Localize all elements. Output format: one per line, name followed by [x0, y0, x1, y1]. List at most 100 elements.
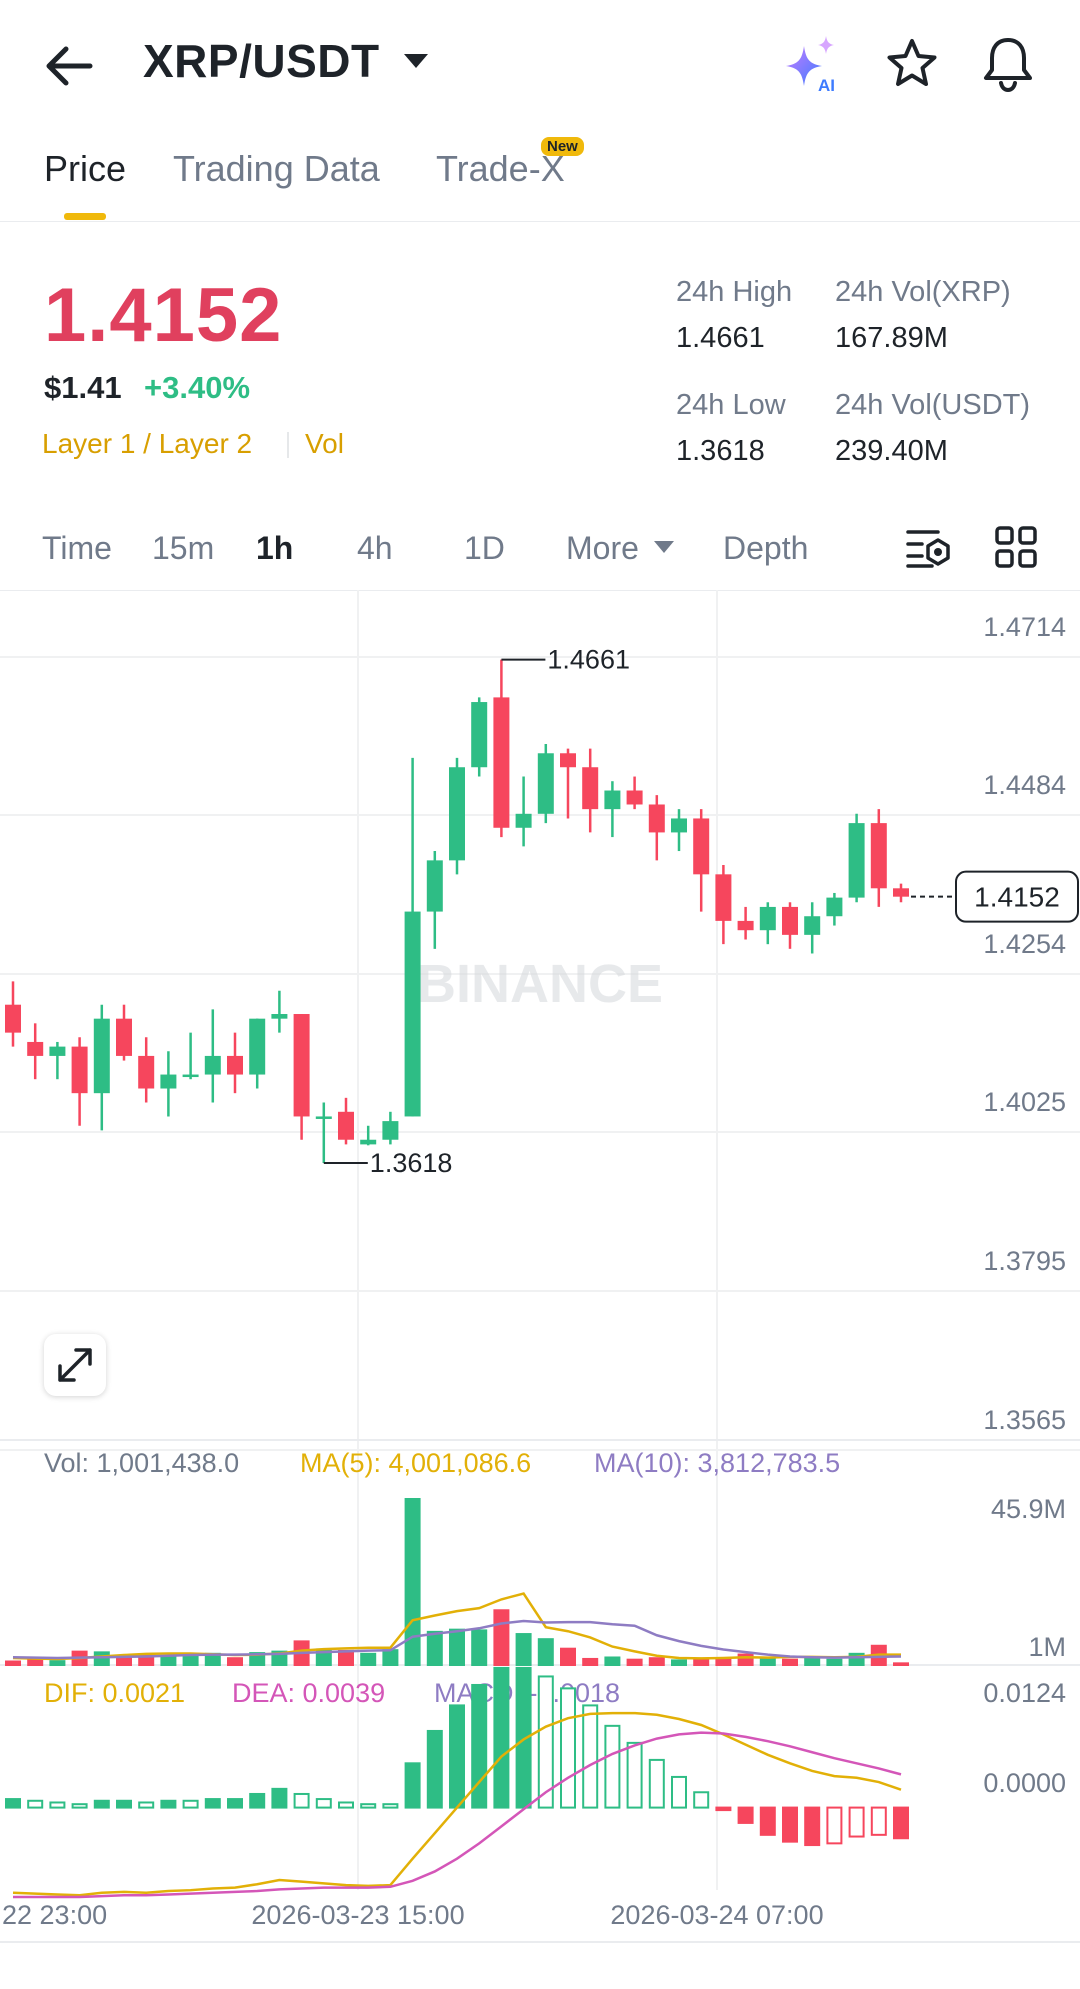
- vol-axis-max: 45.9M: [991, 1494, 1066, 1524]
- macd-dif-line: [12, 1711, 902, 1897]
- last-price-tag: [955, 870, 1079, 923]
- tab-trading-data[interactable]: Trading Data: [173, 148, 380, 189]
- fullscreen-expand-button[interactable]: [44, 1334, 106, 1396]
- macd-histogram-bar: [227, 1798, 243, 1809]
- volume-bar: [893, 1662, 909, 1666]
- macd-histogram-bar: [537, 1675, 554, 1809]
- tab-price[interactable]: Price: [44, 148, 127, 189]
- candle-body: [49, 1046, 66, 1056]
- grid-layout-icon[interactable]: [994, 525, 1038, 569]
- macd-dif-legend: DIF: 0.0021: [44, 1678, 185, 1708]
- candle-body: [893, 888, 909, 897]
- volume-bar: [338, 1649, 354, 1666]
- candle-body: [449, 767, 465, 861]
- category-tag[interactable]: Layer 1 / Layer 2: [42, 428, 253, 459]
- macd-histogram-bar: [759, 1806, 776, 1836]
- candle-body: [27, 1041, 44, 1056]
- candle-body: [715, 874, 732, 921]
- volume-bar: [782, 1658, 798, 1666]
- macd-histogram-bar: [626, 1741, 643, 1809]
- interval-4h[interactable]: 4h: [357, 530, 393, 566]
- candle-body: [182, 1074, 199, 1078]
- interval-1h[interactable]: 1h: [256, 530, 294, 566]
- more-caret-icon[interactable]: [654, 541, 674, 553]
- macd-histogram-bar: [71, 1803, 88, 1809]
- vol-xrp-value: 167.89M: [835, 322, 948, 354]
- volume-bar: [671, 1659, 687, 1666]
- vol-tag[interactable]: Vol: [305, 428, 344, 459]
- macd-histogram-bar: [515, 1666, 532, 1809]
- ai-sparkle-icon[interactable]: AI: [782, 34, 846, 94]
- indicator-settings-icon[interactable]: [904, 524, 954, 570]
- volume-bar: [737, 1653, 754, 1666]
- candle-body: [426, 860, 443, 912]
- candle-body: [826, 897, 843, 917]
- vol-ma10-line: [12, 1619, 902, 1660]
- star-icon[interactable]: [884, 36, 940, 92]
- tab-trade-x[interactable]: Trade-X: [436, 148, 565, 189]
- tag-separator: [287, 432, 289, 458]
- candle-body: [160, 1074, 177, 1089]
- candle-body: [759, 906, 776, 931]
- candle-body: [804, 916, 821, 935]
- volume-bar: [204, 1652, 221, 1666]
- macd-histogram-bar: [5, 1798, 21, 1809]
- macd-axis-max: 0.0124: [983, 1678, 1066, 1708]
- chevron-down-icon[interactable]: [404, 54, 428, 68]
- candle-body: [782, 906, 798, 935]
- time-axis-label: 22 23:00: [2, 1900, 107, 1930]
- candle-body: [227, 1055, 243, 1075]
- volume-bar: [848, 1652, 865, 1666]
- volume-bar: [116, 1655, 132, 1666]
- candle-body: [537, 753, 554, 814]
- candle-body: [382, 1121, 399, 1140]
- volume-bar: [471, 1629, 488, 1666]
- high-label: 24h High: [676, 276, 793, 308]
- macd-histogram-bar: [160, 1799, 177, 1809]
- macd-histogram-bar: [338, 1801, 354, 1809]
- expand-icon: [58, 1348, 92, 1382]
- volume-bar: [715, 1657, 732, 1666]
- time-axis-label: 2026-03-24 07:00: [610, 1900, 823, 1930]
- volume-bar: [426, 1630, 443, 1666]
- low-marker-label: 1.3618: [370, 1148, 453, 1178]
- interval-1d[interactable]: 1D: [464, 530, 505, 566]
- volume-bar: [382, 1649, 399, 1666]
- volume-bar: [648, 1657, 665, 1666]
- macd-histogram-bar: [116, 1799, 132, 1809]
- active-tab-indicator: [64, 213, 106, 220]
- vol-ma5-legend: MA(5): 4,001,086.6: [300, 1448, 531, 1478]
- interval-depth[interactable]: Depth: [723, 530, 809, 566]
- macd-axis-zero: 0.0000: [983, 1768, 1066, 1798]
- candle-body: [582, 767, 599, 810]
- price-chart[interactable]: BINANCE 1.4661 1.3618 1.4152 1.4714 1.4484 1…: [0, 590, 1080, 1989]
- candle-body: [693, 818, 710, 875]
- macd-histogram-bar: [826, 1806, 843, 1845]
- macd-histogram-bar: [582, 1704, 599, 1809]
- macd-histogram-bar: [893, 1806, 909, 1840]
- candle-body: [671, 818, 687, 833]
- price-axis-label: 1.3795: [983, 1246, 1066, 1276]
- candle-body: [604, 790, 621, 810]
- volume-bar: [515, 1633, 532, 1666]
- volume-bar: [537, 1638, 554, 1666]
- high-marker-label: 1.4661: [547, 645, 630, 675]
- candle-body: [93, 1018, 110, 1094]
- interval-15m[interactable]: 15m: [152, 530, 215, 566]
- candle-body: [138, 1055, 155, 1089]
- bell-icon[interactable]: [980, 34, 1036, 94]
- chart-watermark: BINANCE: [417, 954, 663, 1014]
- last-price: 1.4152: [44, 273, 283, 358]
- volume-bar: [138, 1654, 155, 1666]
- vol-usdt-value: 239.40M: [835, 435, 948, 467]
- candle-body: [493, 697, 510, 828]
- volume-bar: [493, 1609, 510, 1666]
- volume-bar: [582, 1657, 599, 1666]
- interval-more[interactable]: More: [566, 530, 639, 566]
- candle-body: [848, 823, 865, 898]
- interval-time[interactable]: Time: [42, 530, 112, 566]
- pair-title[interactable]: XRP/USDT: [143, 35, 380, 87]
- back-arrow-icon[interactable]: [40, 38, 100, 94]
- last-price-tag-label: 1.4152: [974, 882, 1060, 913]
- candle-body: [870, 823, 887, 889]
